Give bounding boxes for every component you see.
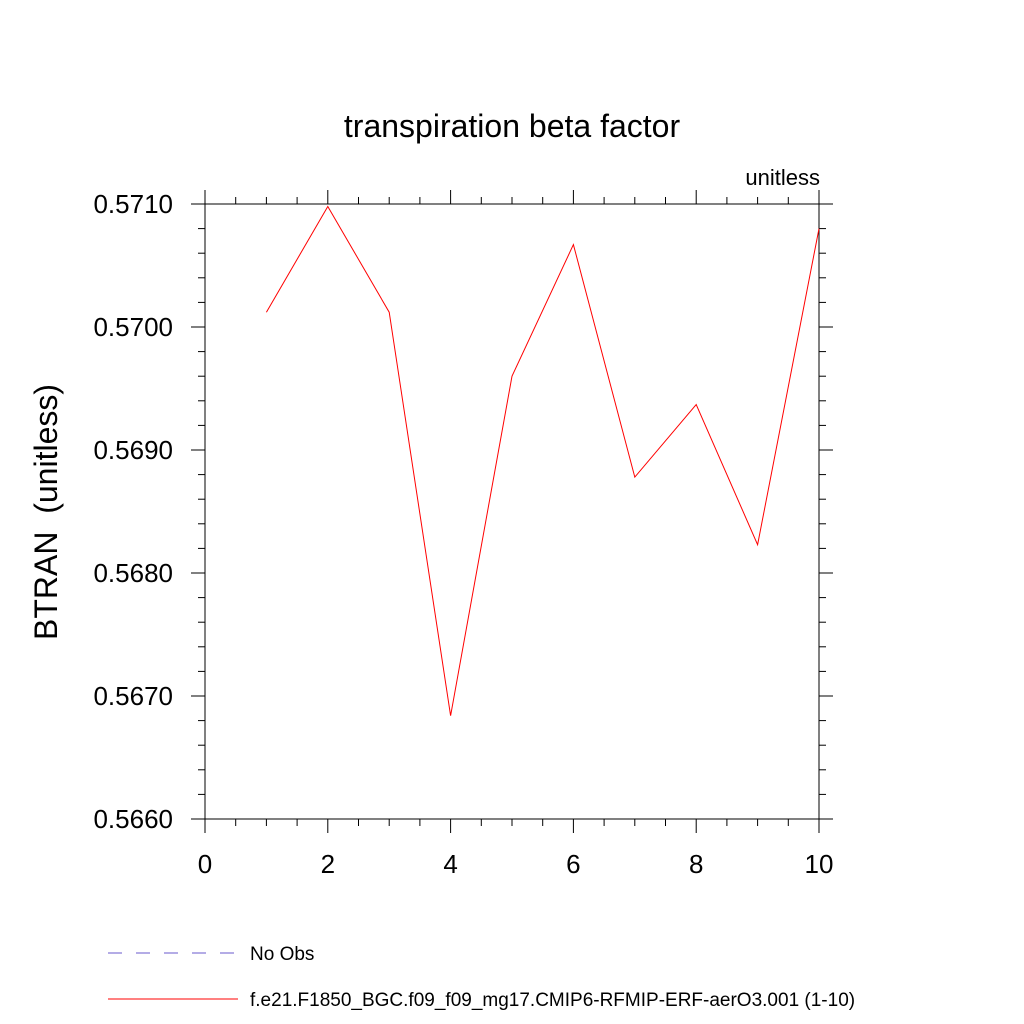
y-tick-label: 0.5680: [93, 558, 173, 588]
x-tick-label: 4: [443, 849, 457, 879]
y-tick-label: 0.5660: [93, 804, 173, 834]
chart-subtitle: unitless: [745, 165, 820, 190]
legend-label: f.e21.F1850_BGC.f09_f09_mg17.CMIP6-RFMIP…: [250, 990, 855, 1011]
series-line: [265, 205, 820, 716]
plot-frame: [204, 203, 820, 820]
y-tick-label: 0.5670: [93, 681, 173, 711]
series-layer: [265, 205, 820, 716]
legend: No Obs f.e21.F1850_BGC.f09_f09_mg17.CMIP6…: [108, 944, 855, 1011]
y-axis-label: BTRAN (unitless): [28, 384, 64, 640]
y-tick-label: 0.5690: [93, 435, 173, 465]
x-tick-label: 0: [198, 849, 212, 879]
x-tick-label: 8: [689, 849, 703, 879]
x-tick-label: 6: [566, 849, 580, 879]
chart-title: transpiration beta factor: [344, 108, 681, 144]
y-tick-label: 0.5700: [93, 312, 173, 342]
legend-label: No Obs: [250, 944, 314, 965]
axes: 0 2 4 6 8 10 0.5660 0.5670 0.5680 0.5690 0.5700 0.5…: [93, 189, 833, 879]
x-tick-label: 10: [805, 849, 834, 879]
x-tick-label: 2: [321, 849, 335, 879]
y-tick-label: 0.5710: [93, 189, 173, 219]
